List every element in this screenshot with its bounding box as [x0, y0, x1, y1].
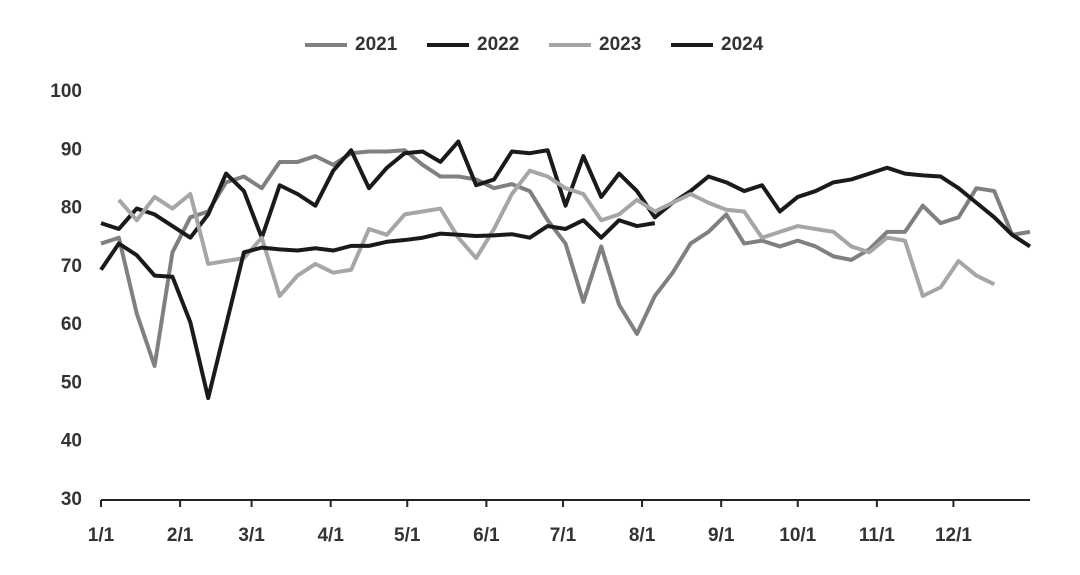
legend-label: 2023 [599, 34, 641, 55]
y-tick-label: 60 [61, 314, 82, 335]
y-tick-label: 70 [61, 256, 82, 277]
legend-label: 2024 [721, 34, 764, 55]
x-tick-label: 9/1 [708, 525, 735, 546]
y-tick-label: 100 [50, 81, 82, 102]
x-tick-label: 11/1 [859, 525, 895, 546]
y-tick-label: 40 [61, 431, 82, 452]
x-tick-label: 8/1 [629, 525, 656, 546]
y-tick-label: 80 [61, 198, 82, 219]
y-tick-label: 30 [61, 489, 82, 510]
x-tick-label: 5/1 [394, 525, 421, 546]
x-tick-label: 4/1 [317, 525, 344, 546]
y-tick-label: 90 [61, 139, 82, 160]
x-tick-label: 10/1 [779, 525, 816, 546]
x-tick-label: 3/1 [238, 525, 265, 546]
legend-label: 2021 [355, 34, 398, 55]
x-tick-label: 6/1 [473, 525, 500, 546]
x-tick-label: 7/1 [550, 525, 577, 546]
x-tick-label: 1/1 [88, 525, 115, 546]
series-line [99, 218, 656, 400]
x-tick-label: 12/1 [935, 525, 972, 546]
series-line [100, 139, 1032, 249]
legend-label: 2022 [477, 34, 519, 55]
series-line [100, 148, 1031, 368]
x-tick-label: 2/1 [167, 525, 194, 546]
y-tick-label: 50 [61, 372, 82, 393]
